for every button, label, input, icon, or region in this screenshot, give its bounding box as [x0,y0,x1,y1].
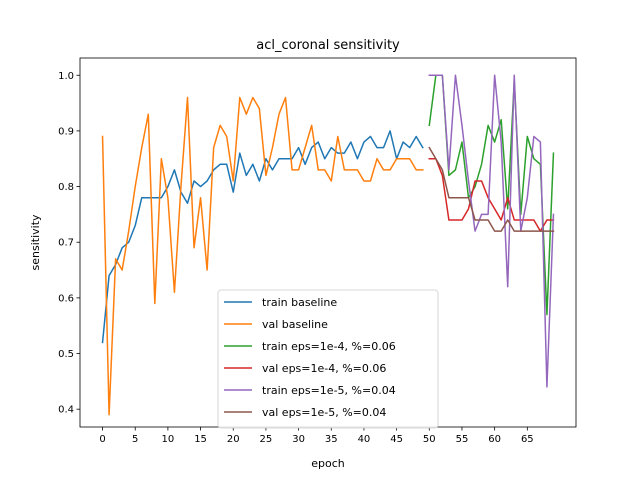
legend-label: train baseline [262,296,337,309]
x-axis-label: epoch [311,457,345,470]
y-tick-label: 0.9 [58,126,74,137]
legend-label: val baseline [262,318,328,331]
series-line-4 [428,74,555,388]
x-tick-label: 50 [423,434,436,445]
y-tick-label: 0.8 [58,182,74,193]
legend-label: val eps=1e-5, %=0.04 [262,406,386,419]
series-line-1 [101,96,424,416]
x-tick-label: 35 [325,434,338,445]
y-tick-label: 0.7 [58,238,74,249]
legend-box [217,289,439,429]
x-tick-label: 65 [521,434,534,445]
x-tick-label: 40 [358,434,371,445]
y-tick-label: 0.4 [58,405,74,416]
legend-label: train eps=1e-5, %=0.04 [262,384,396,397]
legend-label: val eps=1e-4, %=0.06 [262,362,386,375]
y-tick-label: 0.6 [58,293,74,304]
x-tick-label: 60 [488,434,501,445]
plot-area [101,74,555,416]
legend: train baseline val baseline train eps=1e-4… [217,289,439,429]
chart-title: acl_coronal sensitivity [256,38,400,53]
y-tick-label: 1.0 [58,71,74,82]
x-tick-label: 10 [162,434,175,445]
y-axis-label: sensitivity [29,214,42,271]
legend-label: train eps=1e-4, %=0.06 [262,340,396,353]
x-tick-label: 25 [260,434,273,445]
x-tick-label: 15 [194,434,207,445]
x-axis: 0 5 10 15 20 25 30 35 40 45 50 55 60 65 [99,427,534,445]
series-line-3 [428,157,555,232]
series-line-5 [428,146,555,232]
y-tick-label: 0.5 [58,349,74,360]
y-axis: 0.4 0.5 0.6 0.7 0.8 0.9 1.0 [58,71,80,416]
x-tick-label: 5 [132,434,138,445]
x-tick-label: 55 [456,434,469,445]
x-tick-label: 0 [99,434,105,445]
x-tick-label: 45 [390,434,403,445]
x-tick-label: 30 [292,434,305,445]
x-tick-label: 20 [227,434,240,445]
series-line-0 [101,130,424,344]
